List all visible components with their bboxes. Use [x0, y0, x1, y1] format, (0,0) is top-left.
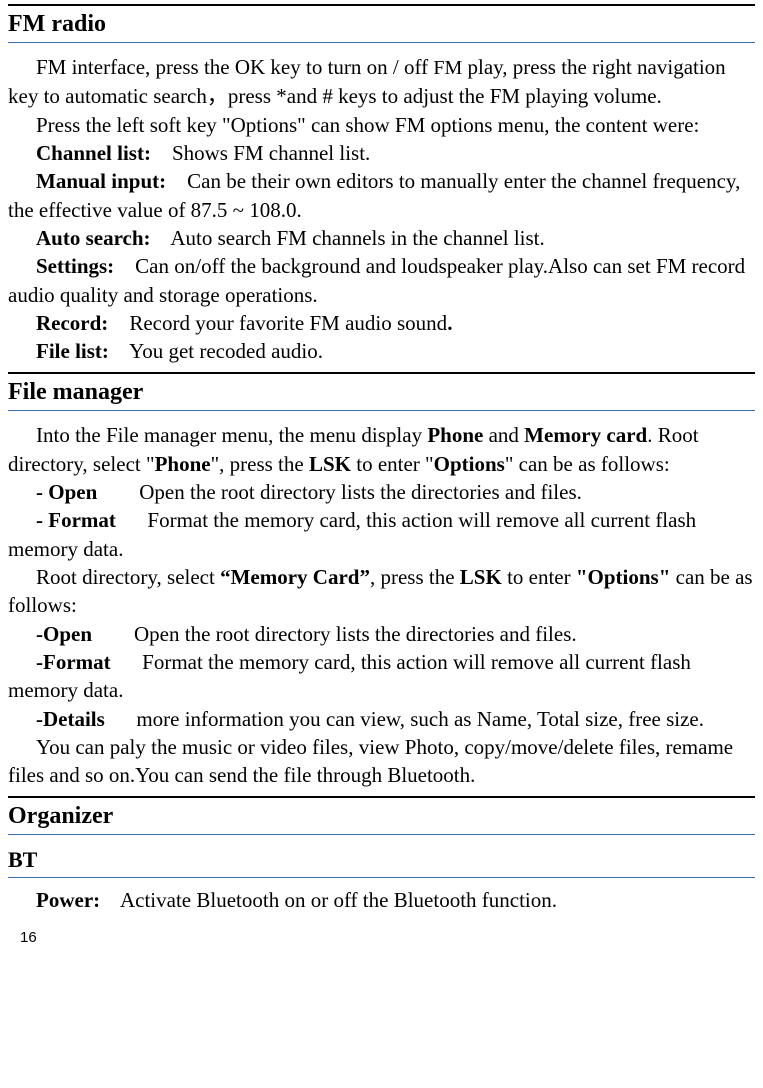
bold: LSK — [309, 452, 351, 476]
text: ", press the — [211, 452, 309, 476]
fileman-p1: Into the File manager menu, the menu dis… — [8, 421, 755, 478]
gap — [166, 169, 187, 193]
heading-fm-radio: FM radio — [8, 4, 755, 43]
text: , press the — [370, 565, 460, 589]
text: Root directory, select — [36, 565, 220, 589]
gap — [105, 707, 137, 731]
gap — [111, 650, 143, 674]
gap — [92, 622, 134, 646]
text: Into the File manager menu, the menu dis… — [36, 423, 427, 447]
bold: LSK — [460, 565, 502, 589]
fileman-p3: You can paly the music or video files, v… — [8, 733, 755, 790]
gap — [116, 508, 148, 532]
fm-item-record: Record: Record your favorite FM audio so… — [8, 309, 755, 337]
text: and — [483, 423, 524, 447]
label: Manual input: — [36, 169, 166, 193]
bold: Memory card — [524, 423, 647, 447]
text: Open the root directory lists the direct… — [134, 622, 577, 646]
fileman-format-2: -Format Format the memory card, this act… — [8, 648, 755, 705]
gap — [97, 480, 139, 504]
text: You get recoded audio. — [129, 339, 323, 363]
text: FM interface, press the OK key to turn o… — [36, 55, 433, 79]
fileman-open-1: - Open Open the root directory lists the… — [8, 478, 755, 506]
fm-item-channel-list: Channel list: Shows FM channel list. — [8, 139, 755, 167]
gap — [108, 311, 129, 335]
fm-item-file-list: File list: You get recoded audio. — [8, 337, 755, 365]
heading-organizer: Organizer — [8, 796, 755, 835]
label: File list: — [36, 339, 109, 363]
fm-item-auto-search: Auto search: Auto search FM channels in … — [8, 224, 755, 252]
label: Channel list: — [36, 141, 151, 165]
text-smallcaps: FM — [433, 57, 462, 79]
text: Shows FM channel list. — [172, 141, 370, 165]
bold: "Options" — [576, 565, 671, 589]
fileman-details: -Details more information you can view, … — [8, 705, 755, 733]
trail: . — [447, 311, 452, 335]
label: - Format — [36, 508, 116, 532]
label: -Open — [36, 622, 92, 646]
text: to enter — [502, 565, 576, 589]
page-number: 16 — [8, 928, 755, 948]
label: Auto search: — [36, 226, 151, 250]
gap — [109, 339, 129, 363]
gap — [114, 254, 135, 278]
label: Record: — [36, 311, 108, 335]
text: Open the root directory lists the direct… — [139, 480, 582, 504]
heading-bt: BT — [8, 845, 755, 878]
fileman-format-1: - Format Format the memory card, this ac… — [8, 506, 755, 563]
fileman-p2: Root directory, select “Memory Card”, pr… — [8, 563, 755, 620]
text: " can be as follows: — [505, 452, 670, 476]
text: to enter " — [351, 452, 434, 476]
text: more information you can view, such as N… — [136, 707, 704, 731]
text: Record your favorite FM audio sound — [129, 311, 447, 335]
gap — [151, 226, 171, 250]
fm-item-settings: Settings: Can on/off the background and … — [8, 252, 755, 309]
text: Auto search FM channels in the channel l… — [170, 226, 544, 250]
bold: Phone — [155, 452, 211, 476]
bold: Phone — [427, 423, 483, 447]
heading-file-manager: File manager — [8, 372, 755, 411]
fm-item-manual-input: Manual input: Can be their own editors t… — [8, 167, 755, 224]
bold: “Memory Card” — [220, 565, 370, 589]
fm-intro-2: Press the left soft key "Options" can sh… — [8, 111, 755, 139]
label: - Open — [36, 480, 97, 504]
text: Activate Bluetooth on or off the Bluetoo… — [120, 888, 557, 912]
fm-intro-1: FM interface, press the OK key to turn o… — [8, 53, 755, 110]
label: -Details — [36, 707, 105, 731]
bt-power: Power: Activate Bluetooth on or off the … — [8, 886, 755, 914]
label: Settings: — [36, 254, 114, 278]
label: -Format — [36, 650, 111, 674]
gap — [100, 888, 120, 912]
gap — [151, 141, 172, 165]
label: Power: — [36, 888, 100, 912]
bold: Options — [434, 452, 505, 476]
fileman-open-2: -Open Open the root directory lists the … — [8, 620, 755, 648]
